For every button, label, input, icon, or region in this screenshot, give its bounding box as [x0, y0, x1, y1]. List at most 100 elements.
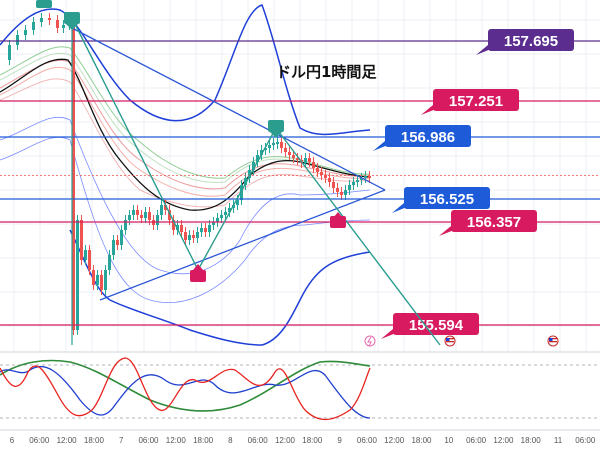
candle-body [224, 212, 227, 215]
price-level-tag-pointer [392, 203, 412, 213]
time-tick-label: 06:00 [138, 436, 159, 445]
candle-body [148, 212, 151, 220]
candle-body [200, 228, 203, 232]
candle-body [328, 178, 331, 182]
time-axis: 6 06:00 12:00 18:00 7 06:00 12:00 18:00 8 06:00 12… [10, 436, 596, 445]
price-level-tag: 157.251 [421, 89, 519, 115]
candle-body [320, 172, 323, 175]
candle-body [216, 218, 219, 222]
candle-body [332, 182, 335, 188]
candle-body [264, 148, 267, 150]
triangle-lower-line [99, 189, 386, 301]
candle-body [252, 162, 255, 170]
candle-body [204, 228, 207, 232]
candle-body [340, 192, 343, 195]
candle-body [32, 22, 35, 30]
inner-band [0, 116, 371, 275]
price-level-tag-bg [488, 29, 574, 51]
candle-body [208, 225, 211, 232]
candle-body [276, 142, 279, 144]
candle-body [260, 150, 263, 155]
candle-body [220, 215, 223, 218]
green-trend-mid [197, 127, 277, 271]
candle-body [120, 230, 123, 245]
time-tick-label: 12:00 [384, 436, 405, 445]
candle-body [184, 232, 187, 240]
candle-body [92, 270, 95, 285]
candle-body [256, 155, 259, 162]
candle-body [16, 35, 19, 45]
candle-body [144, 212, 147, 218]
candle-body [132, 210, 135, 215]
candle-body [8, 45, 11, 60]
candle-body [56, 20, 59, 28]
us-flag-icon [444, 335, 456, 347]
price-level-tag-pointer [373, 141, 393, 151]
time-tick-label: 18:00 [193, 436, 214, 445]
candle-body [124, 220, 127, 230]
time-tick-label: 12:00 [57, 436, 78, 445]
price-level-label: 156.357 [467, 214, 521, 231]
osc-blue-line [0, 365, 371, 419]
candle-body [128, 215, 131, 220]
ma-black-line [0, 58, 371, 211]
candle-body [212, 222, 215, 225]
inner-band [0, 136, 371, 303]
candle-body [116, 240, 119, 245]
time-tick-label: 12:00 [493, 436, 514, 445]
time-tick-label: 06:00 [466, 436, 487, 445]
time-tick-label: 12:00 [166, 436, 187, 445]
candle-body [292, 155, 295, 158]
candle-body [288, 152, 291, 155]
ma-line [0, 59, 371, 190]
candle-body [304, 158, 307, 163]
candle-body [240, 185, 243, 200]
marker-high-mid [268, 120, 284, 138]
candle-body [244, 178, 247, 185]
price-level-tag-bg [393, 313, 479, 335]
time-tick-label: 18:00 [521, 436, 542, 445]
candle-body [248, 170, 251, 178]
price-level-tag-bg [385, 125, 471, 147]
price-level-tag-pointer [421, 105, 441, 115]
candle-body [156, 215, 159, 225]
price-level-tag: 156.357 [439, 210, 537, 236]
price-level-label: 156.525 [420, 191, 474, 208]
candle-body [348, 185, 351, 190]
candle-body [140, 215, 143, 218]
price-level-label: 155.594 [409, 317, 464, 334]
candle-body [76, 220, 79, 330]
candle-body [172, 220, 175, 230]
osc-red-line [0, 357, 371, 421]
time-tick-label: 9 [337, 436, 342, 445]
time-tick-label: 12:00 [275, 436, 296, 445]
candle-body [308, 158, 311, 162]
lower-band [69, 229, 371, 346]
time-tick-label: 06:00 [29, 436, 50, 445]
price-level-tag: 157.695 [476, 29, 574, 55]
candle-body [336, 188, 339, 192]
time-tick-label: 06:00 [575, 436, 596, 445]
green-trend-left [71, 17, 199, 271]
time-tick-label: 10 [444, 436, 453, 445]
time-tick-label: 18:00 [84, 436, 105, 445]
candle-body [296, 158, 299, 160]
time-tick-label: 18:00 [302, 436, 323, 445]
price-level-label: 157.695 [504, 33, 558, 50]
candle-body [344, 190, 347, 195]
candle-body [96, 275, 99, 285]
candles [8, 13, 371, 335]
candle-body [316, 168, 319, 172]
candle-body [272, 143, 275, 145]
marker-high-left [64, 12, 80, 30]
candle-body [368, 176, 371, 178]
price-level-label: 156.986 [401, 129, 455, 146]
candle-body [280, 142, 283, 148]
candle-body [164, 205, 167, 210]
candle-body [88, 250, 91, 270]
upper-band [0, 4, 371, 136]
time-tick-label: 7 [119, 436, 124, 445]
candle-body [268, 145, 271, 148]
lightning-event-icon [364, 335, 376, 347]
